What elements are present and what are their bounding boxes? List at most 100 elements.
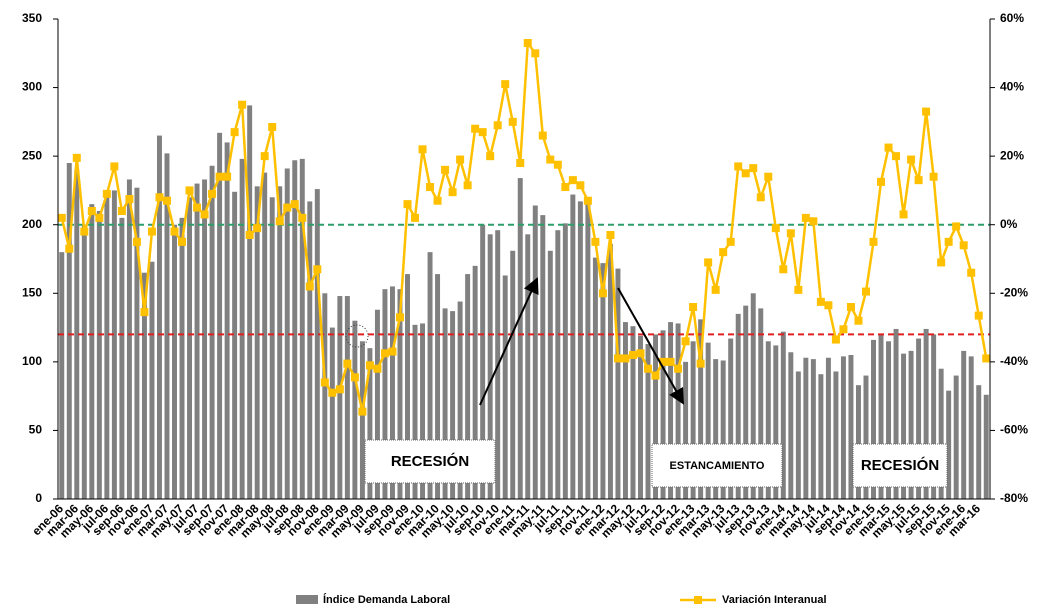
line-marker <box>531 49 540 58</box>
bar <box>344 296 350 499</box>
bar <box>668 322 674 499</box>
bar <box>126 179 132 499</box>
line-marker <box>132 237 141 246</box>
bar <box>104 197 110 500</box>
line-marker <box>80 227 89 236</box>
line-marker <box>230 128 239 137</box>
y2-tick-label: 20% <box>1000 148 1024 162</box>
line-marker <box>944 237 953 246</box>
bar <box>653 334 659 499</box>
bar <box>59 252 65 499</box>
line-marker <box>568 176 577 185</box>
line-marker <box>689 303 698 311</box>
bar <box>187 197 193 500</box>
bar <box>149 261 155 499</box>
line-marker <box>711 285 720 294</box>
line-marker <box>974 311 983 320</box>
bar <box>878 334 884 499</box>
line-marker <box>275 217 284 226</box>
line-marker <box>937 258 946 267</box>
line-marker <box>238 100 247 109</box>
line-marker <box>892 152 901 161</box>
line-marker <box>741 169 750 178</box>
bar <box>735 313 741 499</box>
bar <box>156 135 162 500</box>
line-marker <box>343 359 352 368</box>
line-marker <box>57 213 66 222</box>
line-marker <box>335 385 344 394</box>
bar <box>780 331 786 499</box>
bar <box>743 305 749 499</box>
line-marker <box>696 359 705 368</box>
line-marker <box>516 159 525 167</box>
annotation: RECESIÓN <box>861 456 939 474</box>
line-marker <box>155 193 164 202</box>
bar <box>908 350 914 499</box>
arrow <box>479 277 539 406</box>
y-tick-label: 350 <box>22 11 42 25</box>
line-marker <box>87 207 96 215</box>
bar <box>314 189 320 500</box>
line-marker <box>523 39 532 47</box>
line-marker <box>215 172 224 181</box>
bar <box>803 357 809 499</box>
line-marker <box>245 231 254 239</box>
line-marker <box>65 244 74 253</box>
annotations: RECESIÓN ESTANCAMIENTO RECESIÓN <box>345 277 948 488</box>
bar <box>758 308 764 499</box>
line-marker <box>952 222 961 231</box>
bar <box>818 374 824 499</box>
bar <box>931 334 937 499</box>
bar <box>74 169 80 499</box>
bar <box>217 132 223 500</box>
y-tick-label: 200 <box>22 217 42 231</box>
bar <box>420 323 426 499</box>
line-marker <box>117 207 126 215</box>
bar <box>382 289 388 499</box>
line-marker <box>313 265 322 274</box>
line-marker <box>448 188 457 197</box>
line-marker <box>583 196 592 205</box>
y-tick-label: 250 <box>22 148 42 162</box>
bar <box>848 355 854 499</box>
line-marker <box>260 152 269 161</box>
line-marker <box>666 357 675 366</box>
line-marker <box>178 237 187 246</box>
bar <box>435 274 441 499</box>
bar <box>705 342 711 499</box>
line-marker <box>403 200 412 209</box>
line-marker <box>749 164 758 173</box>
y-tick-label: 50 <box>29 423 43 437</box>
bar <box>871 339 876 499</box>
bar <box>953 375 959 499</box>
line-marker <box>771 224 780 233</box>
bar <box>487 234 493 500</box>
bar <box>547 250 553 499</box>
annotation: ESTANCAMIENTO <box>670 460 765 472</box>
bar <box>442 308 448 499</box>
line-marker <box>358 407 367 416</box>
line-marker <box>471 124 480 133</box>
line-marker <box>493 121 502 130</box>
line-marker <box>929 172 938 181</box>
line-marker <box>756 193 765 202</box>
y-tick-label: 300 <box>22 80 42 94</box>
bar <box>976 385 982 499</box>
arrow <box>617 287 684 405</box>
annotation-box <box>364 439 496 484</box>
bar <box>886 341 892 499</box>
line-marker <box>884 143 893 152</box>
bar <box>179 217 185 499</box>
bar <box>397 289 403 499</box>
bar <box>683 361 689 499</box>
bar <box>690 341 696 499</box>
line-marker <box>907 155 916 164</box>
line-marker <box>726 237 735 246</box>
bar <box>788 352 794 499</box>
line-marker <box>208 189 217 198</box>
line-marker <box>305 282 314 291</box>
bar <box>645 344 651 499</box>
bar <box>713 359 719 499</box>
bar <box>367 348 373 499</box>
bar <box>562 223 568 500</box>
